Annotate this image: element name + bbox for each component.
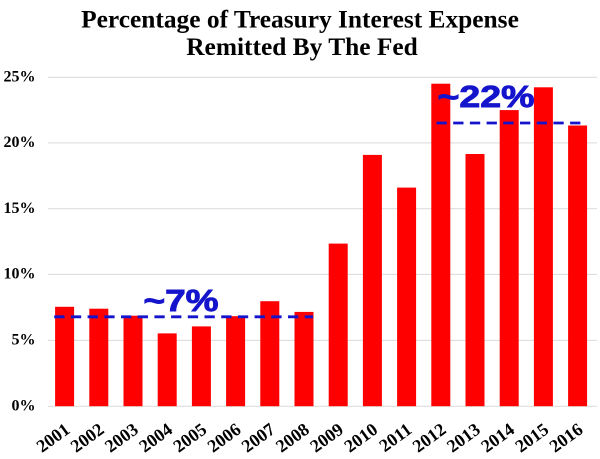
- svg-text:5%: 5%: [12, 332, 36, 349]
- svg-text:25%: 25%: [4, 69, 36, 86]
- svg-text:10%: 10%: [4, 266, 36, 283]
- svg-text:Remitted By The Fed: Remitted By The Fed: [186, 33, 418, 61]
- svg-text:0%: 0%: [12, 397, 36, 414]
- svg-text:15%: 15%: [4, 200, 36, 217]
- svg-text:Percentage of Treasury Interes: Percentage of Treasury Interest Expense: [81, 5, 519, 33]
- svg-text:20%: 20%: [4, 134, 36, 151]
- svg-text:~22%: ~22%: [438, 79, 535, 114]
- svg-text:~7%: ~7%: [144, 283, 219, 318]
